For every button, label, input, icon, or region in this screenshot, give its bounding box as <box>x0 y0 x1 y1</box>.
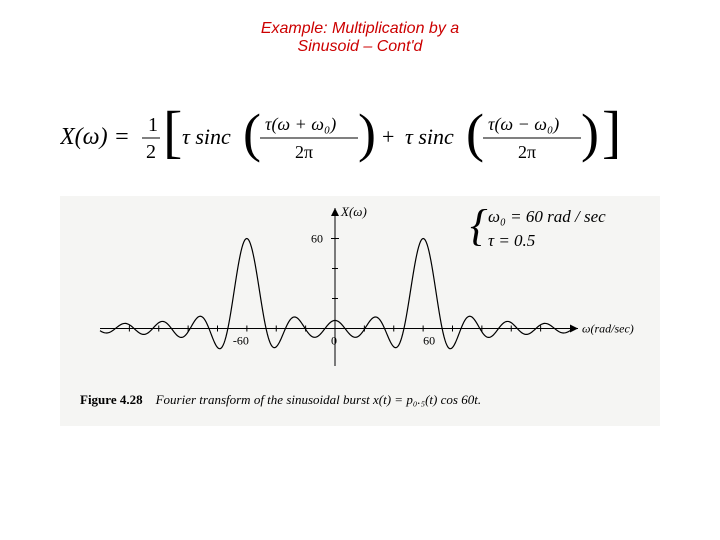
figure-caption-label: Figure 4.28 <box>80 392 143 407</box>
formula-t2-num: τ(ω − ω₀) <box>488 114 559 135</box>
formula-t1-den: 2π <box>295 142 313 162</box>
figure-area: { ω₀ = 60 rad / sec τ = 0.5 -60 0 60 60 X(ω)… <box>60 196 660 426</box>
formula-t2-den: 2π <box>518 142 536 162</box>
parameters-box: { ω₀ = 60 rad / sec τ = 0.5 <box>470 202 650 263</box>
paren1-left: ( <box>243 103 261 163</box>
svg-text:60: 60 <box>311 232 323 246</box>
svg-text:60: 60 <box>423 334 435 348</box>
formula-t2-coeff: τ sinc <box>405 124 454 149</box>
svg-text:0: 0 <box>331 334 337 348</box>
title-text-2: Sinusoid – Cont'd <box>298 38 423 55</box>
title-line-2: Sinusoid – Cont'd <box>0 38 720 56</box>
title-text-1: Example: Multiplication by a <box>261 20 459 37</box>
svg-text:X(ω): X(ω) <box>340 204 367 219</box>
param-omega0: ω₀ = 60 rad / sec <box>488 207 606 226</box>
svg-text:ω(rad/sec): ω(rad/sec) <box>582 322 634 336</box>
title-line-1: Example: Multiplication by a <box>0 20 720 38</box>
formula-t1-coeff: τ sinc <box>182 124 231 149</box>
formula-frac-num: 1 <box>148 114 158 136</box>
paren2-right: ) <box>581 103 599 163</box>
formula-plus: + <box>382 124 394 149</box>
brace-icon: { <box>470 202 488 250</box>
svg-text:-60: -60 <box>233 334 249 348</box>
formula-t1-num: τ(ω + ω₀) <box>265 114 336 135</box>
slide-title: Example: Multiplication by a Sinusoid – … <box>0 0 720 66</box>
param-tau: τ = 0.5 <box>488 231 535 250</box>
figure-caption: Figure 4.28 Fourier transform of the sin… <box>60 386 660 408</box>
figure-caption-text: Fourier transform of the sinusoidal burs… <box>156 392 481 407</box>
bracket-left: [ <box>163 99 182 164</box>
main-formula: X(ω) = 1 2 [ τ sinc ( τ(ω + ω₀) 2π ) + τ… <box>0 66 720 196</box>
paren1-right: ) <box>358 103 376 163</box>
bracket-right: ] <box>602 99 621 164</box>
formula-lhs: X(ω) = <box>60 124 130 150</box>
paren2-left: ( <box>466 103 484 163</box>
formula-frac-den: 2 <box>146 141 156 163</box>
